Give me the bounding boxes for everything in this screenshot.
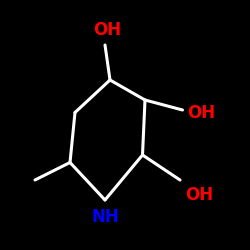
Text: OH: OH xyxy=(94,21,122,39)
Text: OH: OH xyxy=(185,186,213,204)
Text: OH: OH xyxy=(188,104,216,122)
Text: NH: NH xyxy=(91,208,119,226)
